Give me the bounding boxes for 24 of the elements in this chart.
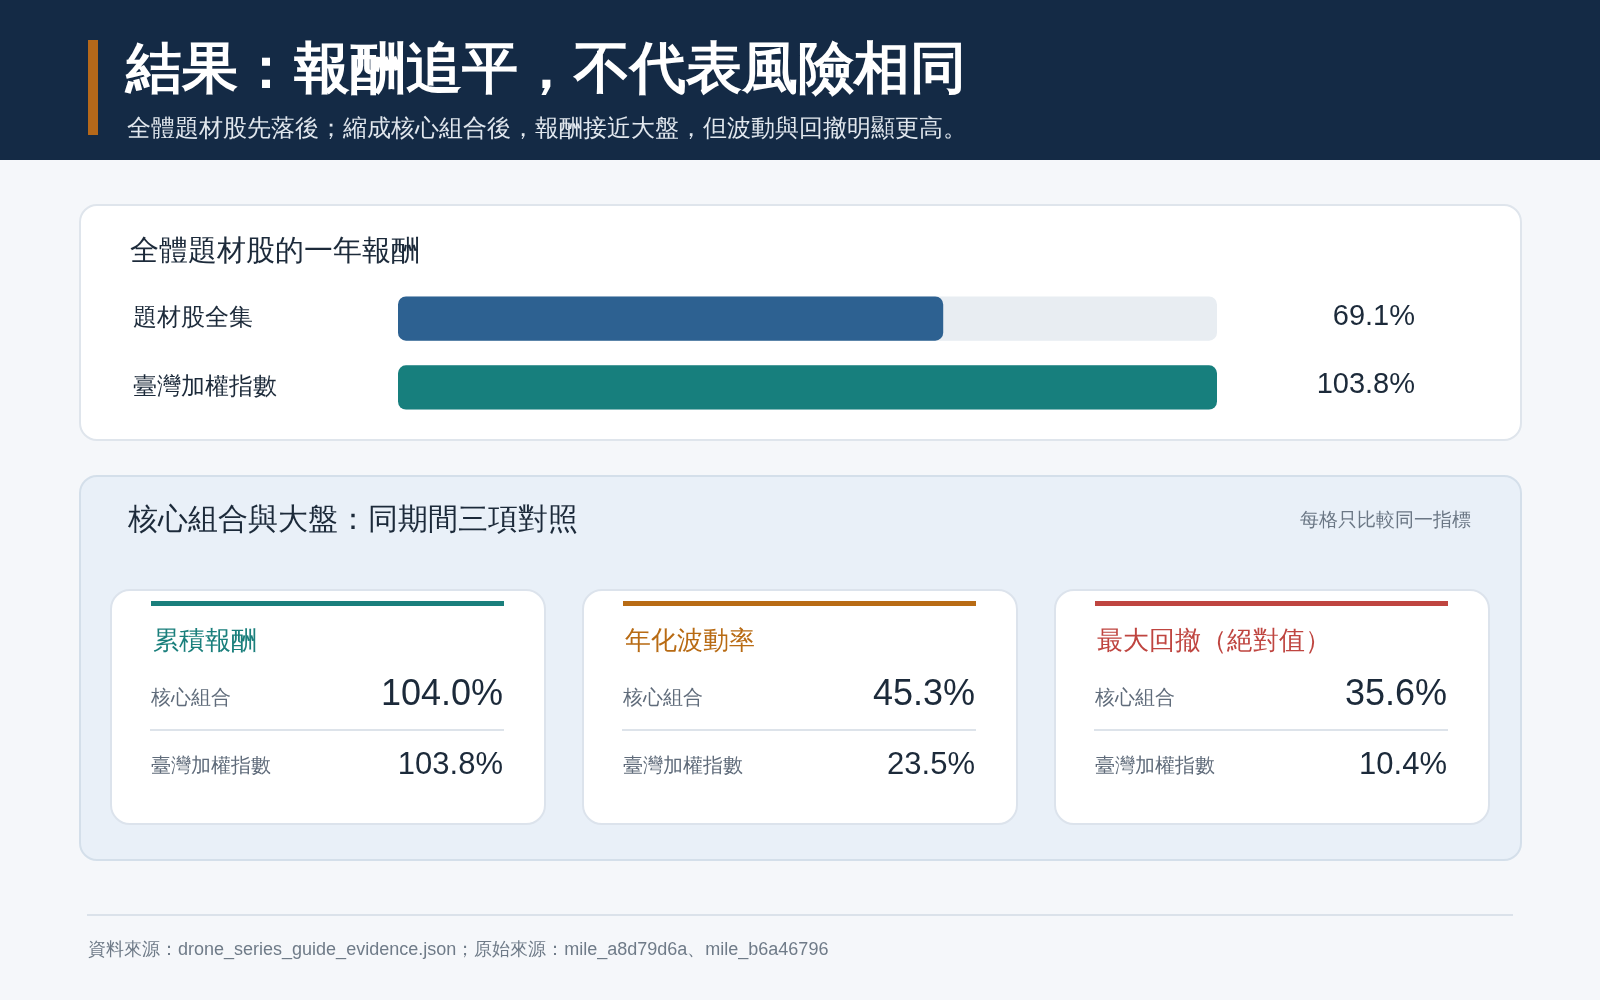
- text: 結果：報酬追平，不代表風險相同: [126, 36, 966, 101]
- y-tick-label: 題材股全集: [133, 304, 253, 331]
- data-label: 45.3%: [872, 672, 975, 713]
- data-label: 103.8%: [1316, 367, 1415, 400]
- category-label: 累積報酬: [153, 626, 257, 656]
- data-label: 104.0%: [380, 672, 503, 713]
- text: 核心組合: [623, 686, 703, 708]
- text: 每格只比較同一指標: [1300, 509, 1471, 531]
- data-label: 10.4%: [1359, 746, 1447, 782]
- series-label: 核心組合: [151, 686, 231, 708]
- data-label: 69.1%: [1332, 298, 1415, 331]
- data-label: 35.6%: [1344, 672, 1447, 713]
- category-label: 年化波動率: [625, 626, 755, 656]
- text: 臺灣加權指數: [623, 754, 743, 776]
- text: 全體題材股先落後；縮成核心組合後，報酬接近大盤，但波動與回撤明顯更高。: [127, 114, 967, 142]
- chart-title: 全體題材股的一年報酬: [130, 234, 420, 267]
- category-label: 最大回撤（絕對值）: [1097, 626, 1331, 656]
- data-label: 23.5%: [887, 746, 975, 782]
- text: 核心組合: [1095, 686, 1175, 708]
- data-label: 103.8%: [397, 746, 503, 782]
- series-label: 臺灣加權指數: [151, 754, 271, 776]
- text: 臺灣加權指數: [1095, 754, 1215, 776]
- source-note: 資料來源：drone_series_guide_evidence.json；原始來源：mile_a8d79d6a、mile_b6a46796: [88, 939, 829, 960]
- text: 核心組合與大盤：同期間三項對照: [128, 502, 578, 537]
